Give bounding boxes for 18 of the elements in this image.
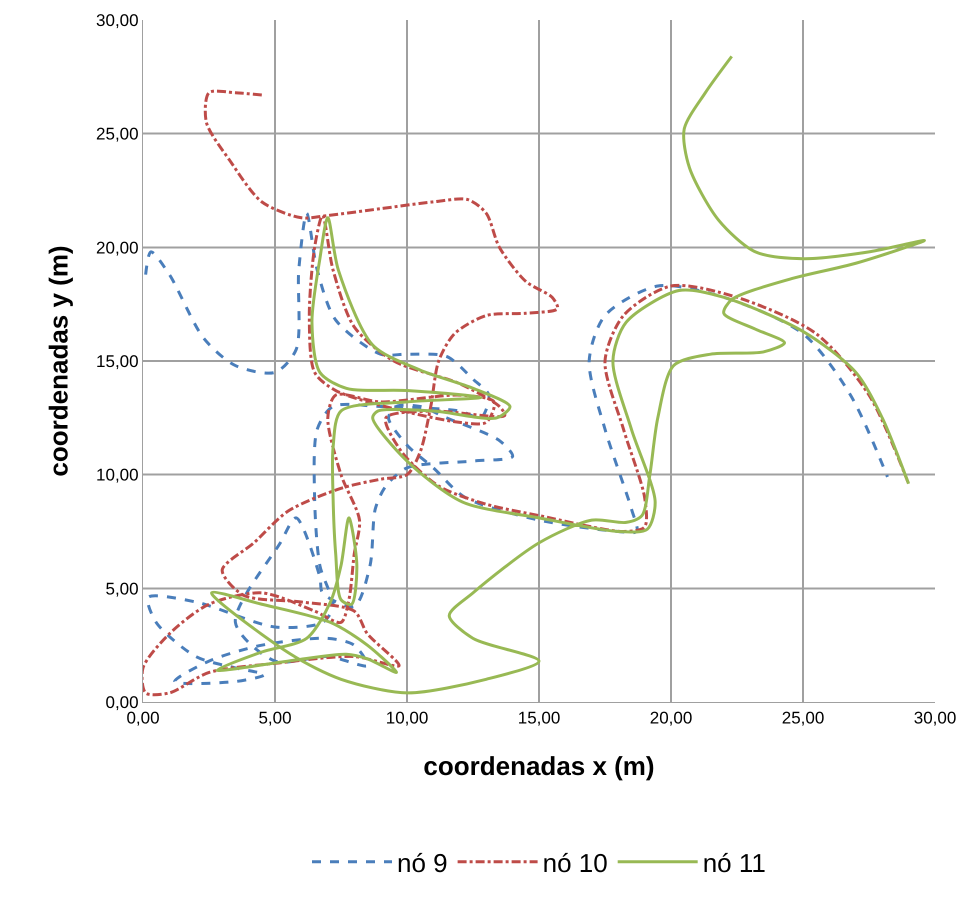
- x-tick-label: 5,00: [258, 708, 292, 728]
- x-axis-title: coordenadas x (m): [423, 751, 655, 782]
- legend-label: nó 11: [702, 848, 766, 878]
- y-tick-label: 30,00: [96, 10, 139, 30]
- x-tick-label: 30,00: [914, 708, 956, 728]
- y-tick-label: 5,00: [106, 579, 139, 598]
- x-tick-label: 20,00: [650, 708, 692, 728]
- line-series: [210, 54, 926, 694]
- legend-label: nó 10: [542, 848, 608, 878]
- y-tick-label: 10,00: [96, 466, 139, 485]
- y-tick-label: 15,00: [96, 352, 139, 371]
- y-tick-label: 25,00: [96, 124, 139, 144]
- x-tick-label: 10,00: [386, 708, 428, 728]
- legend-label: nó 9: [397, 848, 448, 878]
- y-tick-label: 20,00: [96, 238, 139, 258]
- y-axis-title: coordenadas y (m): [43, 245, 74, 477]
- x-tick-label: 15,00: [518, 708, 560, 728]
- x-tick-label: 25,00: [782, 708, 824, 728]
